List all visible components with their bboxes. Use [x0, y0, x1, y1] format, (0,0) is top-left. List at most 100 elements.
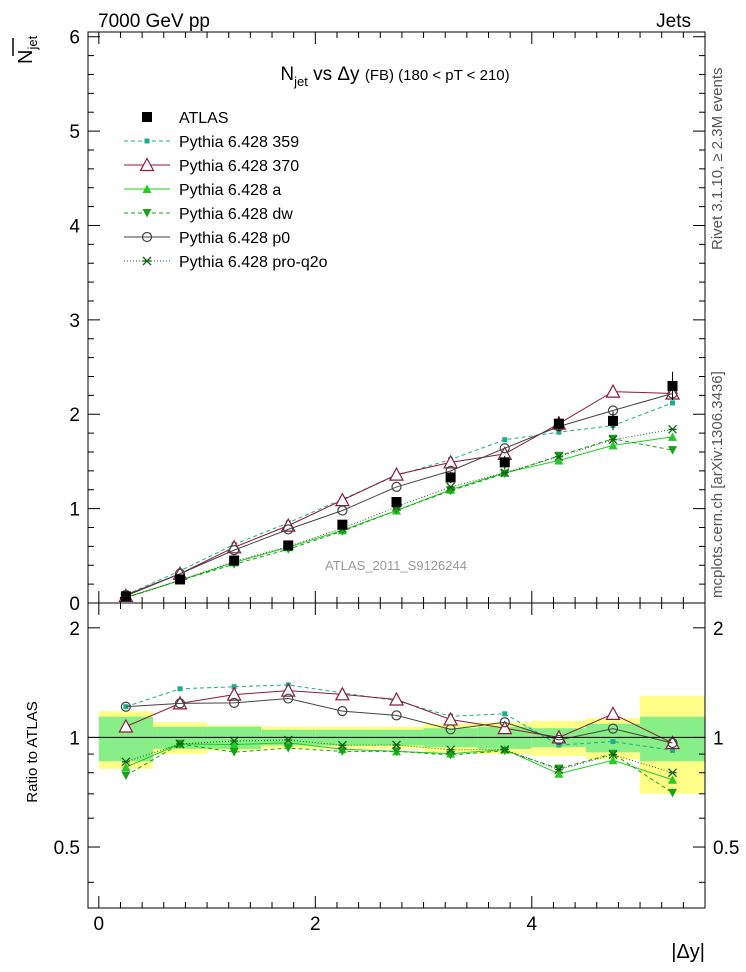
data-point	[283, 540, 294, 551]
series-4-point-ratio	[499, 717, 510, 728]
series-4-point-top	[499, 443, 510, 454]
header-left: 7000 GeV pp	[98, 11, 210, 32]
series-5-point-top	[608, 435, 618, 445]
legend-marker	[142, 112, 152, 122]
series-3-point-ratio	[283, 744, 293, 753]
y-tick-label-bottom-right: 0.5	[713, 838, 739, 859]
series-1-point-top	[388, 466, 405, 481]
series-2-point-top	[608, 440, 618, 450]
data-point	[120, 591, 131, 602]
mcplots-label: mcplots.cern.ch [arXiv:1306.3436]	[709, 371, 726, 598]
chart-title-rest: vs Δy	[308, 64, 365, 85]
data-point	[667, 380, 678, 391]
series-2-point-top	[668, 432, 678, 441]
series-1-point-top	[443, 454, 459, 469]
analysis-watermark: ATLAS_2011_S9126244	[325, 558, 467, 573]
data-point	[607, 415, 618, 426]
y-tick-label-top: 3	[69, 311, 80, 332]
y-tick-label-top: 1	[69, 500, 80, 521]
series-5-point-ratio	[229, 736, 239, 746]
x-tick-label: 2	[310, 914, 321, 935]
bottom-ylabel: Ratio to ATLAS	[24, 701, 41, 802]
series-2-line-top	[125, 436, 673, 599]
series-3-point-top	[668, 446, 678, 455]
y-tick-label-bottom-right: 1	[713, 728, 724, 749]
legend-label: Pythia 6.428 p0	[179, 230, 290, 247]
series-4-point-ratio	[553, 734, 564, 746]
legend-label: Pythia 6.428 pro-q2o	[179, 254, 328, 271]
series-0-point-ratio	[123, 704, 129, 710]
y-tick-label-top: 5	[69, 122, 80, 143]
series-5-point-ratio	[337, 740, 347, 750]
series-4-point-ratio	[229, 697, 240, 708]
series-3-point-ratio	[392, 747, 401, 756]
series-3-point-ratio	[229, 748, 239, 757]
bottom-series	[118, 682, 681, 798]
series-3-point-top	[500, 469, 510, 479]
y-tick-label-bottom-right: 2	[713, 619, 724, 640]
series-0-point-top	[556, 429, 562, 435]
header-right: Jets	[656, 11, 691, 32]
data-point	[499, 457, 510, 468]
legend-marker	[142, 209, 152, 218]
data-point	[229, 555, 240, 566]
data-point	[445, 472, 456, 483]
svg-text:Njet: Njet	[15, 35, 40, 64]
legend-label: ATLAS	[179, 110, 229, 127]
series-1-point-ratio	[280, 682, 296, 697]
series-1-point-top	[334, 492, 350, 507]
legend-label: Pythia 6.428 370	[179, 158, 299, 175]
series-1-point-ratio	[226, 686, 242, 701]
top-ylabel-sub: jet	[25, 35, 40, 50]
series-5-point-ratio	[608, 750, 618, 760]
top-ylabel: Njet	[12, 35, 40, 64]
series-4-point-ratio	[337, 706, 348, 717]
series-5-point-ratio	[668, 768, 677, 778]
data-point	[175, 574, 186, 585]
series-1-point-top	[605, 383, 621, 398]
data-point	[337, 519, 348, 530]
series-5-point-ratio	[500, 745, 510, 755]
x-tick-label: 0	[94, 914, 105, 935]
series-1-point-ratio	[118, 718, 134, 733]
series-4-point-ratio	[174, 698, 186, 709]
chart-title-sub: jet	[293, 74, 308, 89]
series-0-point-ratio	[231, 684, 237, 690]
y-tick-label-bottom: 2	[69, 619, 80, 640]
legend-marker	[139, 157, 155, 172]
series-1-point-ratio	[388, 691, 405, 706]
data-point	[553, 418, 564, 429]
series-4-point-top	[283, 524, 294, 535]
series-5-point-top	[554, 452, 564, 462]
series-4-point-ratio	[283, 693, 294, 704]
y-tick-label-top: 2	[69, 405, 80, 426]
series-1-point-ratio	[443, 711, 459, 726]
bottom-axes: 0 2 4 0.5 0.5 1 1 2 2	[54, 602, 739, 935]
series-3-point-ratio	[446, 751, 456, 760]
series-5-point-top	[446, 482, 456, 492]
chart-title-small: (FB) (180 < pT < 210)	[365, 67, 510, 84]
y-tick-label-top: 6	[69, 28, 80, 49]
series-0-point-ratio	[177, 686, 183, 692]
series-4-point-ratio	[120, 701, 131, 712]
x-axis-label: |Δy|	[671, 941, 705, 963]
series-3-point-ratio	[337, 747, 347, 756]
y-tick-label-bottom: 0.5	[54, 838, 80, 859]
series-0-point-ratio	[610, 739, 616, 745]
chart-title: Njet vs Δy (FB) (180 < pT < 210)	[280, 64, 509, 89]
series-2-point-ratio	[668, 775, 678, 784]
series-5-point-top	[500, 468, 510, 478]
series-3-point-ratio	[668, 788, 678, 798]
legend: ATLAS Pythia 6.428 359 Pythia 6.428 370 Pyt…	[124, 110, 328, 271]
series-5-point-top	[668, 424, 677, 434]
series-4-point-ratio	[607, 723, 619, 734]
series-5-point-ratio	[121, 757, 131, 767]
series-4-point-top	[337, 505, 348, 516]
series-0-point-ratio	[502, 711, 508, 717]
series-4-point-ratio	[667, 737, 678, 749]
bottom-frame	[87, 602, 706, 909]
series-2-point-ratio	[229, 740, 239, 749]
legend-marker	[142, 184, 152, 193]
y-tick-label-top: 4	[69, 216, 80, 237]
